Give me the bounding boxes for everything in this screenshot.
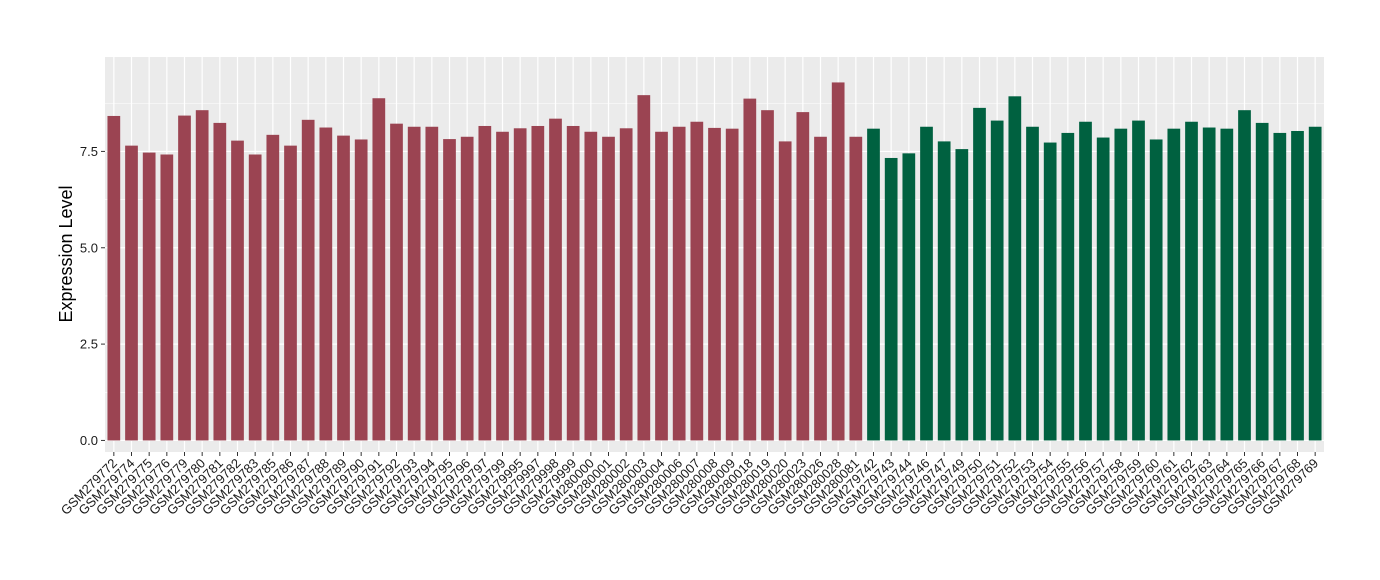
bar-GSM280007 bbox=[690, 121, 704, 441]
bar-GSM280019 bbox=[761, 110, 774, 441]
y-tick-label: 7.5 bbox=[80, 144, 98, 159]
bar-GSM279756 bbox=[1079, 121, 1092, 441]
bar-GSM279749 bbox=[955, 149, 969, 441]
bar-GSM279790 bbox=[354, 139, 368, 441]
bar-GSM279762 bbox=[1185, 121, 1198, 441]
y-axis: 0.0 2.5 5.0 7.5 bbox=[80, 144, 105, 448]
bar-GSM280006 bbox=[672, 126, 686, 441]
bar-GSM280008 bbox=[708, 127, 721, 441]
bar-GSM279751 bbox=[990, 120, 1004, 441]
bar-GSM280002 bbox=[619, 128, 633, 441]
bar-GSM279793 bbox=[407, 126, 421, 441]
bar-GSM279781 bbox=[213, 122, 227, 441]
bar-GSM279768 bbox=[1291, 130, 1304, 441]
bar-GSM279759 bbox=[1132, 120, 1145, 441]
bar-GSM279779 bbox=[178, 115, 191, 441]
bar-GSM280000 bbox=[584, 131, 598, 441]
bar-GSM280026 bbox=[814, 136, 827, 441]
bar-GSM279746 bbox=[920, 126, 933, 441]
bar-GSM279765 bbox=[1238, 110, 1251, 441]
bar-GSM279750 bbox=[973, 107, 986, 441]
bar-GSM280020 bbox=[778, 141, 792, 441]
bar-GSM279769 bbox=[1308, 126, 1322, 441]
bar-GSM279763 bbox=[1202, 127, 1216, 441]
bar-GSM279761 bbox=[1167, 128, 1181, 441]
bar-GSM279787 bbox=[301, 119, 315, 441]
bar-GSM279754 bbox=[1043, 142, 1057, 441]
bar-GSM279758 bbox=[1114, 128, 1128, 441]
bar-GSM279797 bbox=[478, 125, 492, 441]
bar-GSM279792 bbox=[390, 123, 403, 441]
bar-GSM279776 bbox=[160, 154, 174, 441]
bar-GSM279775 bbox=[142, 152, 156, 441]
bar-GSM280004 bbox=[655, 131, 668, 441]
bar-GSM279764 bbox=[1220, 128, 1234, 441]
bar-GSM279999 bbox=[566, 125, 580, 441]
bar-GSM279753 bbox=[1026, 126, 1039, 441]
y-tick-label: 0.0 bbox=[80, 433, 98, 448]
bar-GSM279785 bbox=[266, 134, 280, 441]
y-tick-label: 5.0 bbox=[80, 240, 98, 255]
bar-GSM279794 bbox=[425, 126, 439, 441]
bar-GSM279744 bbox=[902, 153, 916, 441]
bar-GSM279780 bbox=[195, 110, 209, 441]
bar-GSM279789 bbox=[337, 135, 350, 441]
bar-GSM279786 bbox=[284, 145, 297, 441]
x-axis: GSM279772GSM279774GSM279775GSM279776GSM2… bbox=[58, 452, 1321, 518]
bar-GSM279743 bbox=[884, 157, 898, 441]
bar-GSM279795 bbox=[443, 139, 456, 441]
bar-GSM279788 bbox=[319, 127, 333, 441]
bar-GSM280081 bbox=[849, 136, 863, 441]
bar-GSM279772 bbox=[107, 115, 121, 441]
bar-GSM279760 bbox=[1149, 139, 1163, 441]
bar-GSM279755 bbox=[1061, 132, 1075, 441]
y-axis-title: Expression Level bbox=[56, 185, 76, 322]
bar-GSM279997 bbox=[531, 125, 545, 441]
y-tick-label: 2.5 bbox=[80, 337, 98, 352]
bar-GSM280001 bbox=[602, 136, 615, 441]
bar-GSM280018 bbox=[743, 98, 757, 441]
bar-GSM279995 bbox=[513, 128, 527, 441]
bar-GSM279766 bbox=[1255, 122, 1269, 441]
bar-GSM279742 bbox=[867, 128, 880, 441]
bar-GSM279796 bbox=[460, 136, 474, 441]
bar-GSM279752 bbox=[1008, 96, 1022, 441]
bar-GSM279774 bbox=[125, 145, 138, 441]
bars bbox=[107, 82, 1322, 441]
bar-GSM279791 bbox=[372, 98, 386, 441]
bar-GSM279757 bbox=[1096, 137, 1110, 441]
bar-GSM279799 bbox=[496, 131, 509, 441]
bar-GSM279782 bbox=[231, 140, 244, 441]
bar-GSM279767 bbox=[1273, 132, 1287, 441]
bar-GSM280003 bbox=[637, 95, 651, 441]
bar-GSM279783 bbox=[248, 154, 262, 441]
bar-GSM280028 bbox=[831, 82, 845, 441]
bar-GSM279998 bbox=[549, 118, 562, 441]
bar-GSM280009 bbox=[725, 128, 739, 441]
bar-GSM280023 bbox=[796, 112, 810, 441]
bar-GSM279747 bbox=[937, 141, 951, 441]
